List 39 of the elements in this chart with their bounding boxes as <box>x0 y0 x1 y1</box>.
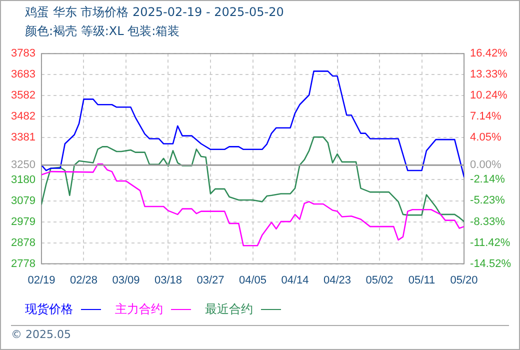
chart-subtitle: 颜色:褐壳 等级:XL 包装:箱装 <box>25 23 180 40</box>
y2-tick-label: 0.00% <box>470 159 502 172</box>
text: © 2025.05 <box>11 325 509 341</box>
y2-tick-label: -8.33% <box>470 216 506 228</box>
x-tick-label: 04/14 <box>281 274 309 286</box>
y2-tick-label: 10.24% <box>470 90 508 102</box>
chart-title: 鸡蛋 华东 市场价格 2025-02-19 - 2025-05-20 <box>25 4 284 21</box>
x-tick-label: 05/20 <box>450 274 478 286</box>
x-tick-label: 04/23 <box>323 274 352 286</box>
legend-label: 现货价格 <box>25 301 73 318</box>
legend-label: 最近合约 <box>205 301 253 318</box>
x-tick-label: 05/11 <box>408 274 436 286</box>
y-tick-label: 3079 <box>10 194 36 207</box>
y-tick-label: 3381 <box>10 132 36 144</box>
y-tick-label: 3582 <box>10 90 36 102</box>
y-tick-label: 3250 <box>10 159 36 172</box>
y2-tick-label: -5.23% <box>470 194 506 207</box>
y2-tick-label: 4.05% <box>470 132 502 144</box>
y2-tick-label: 16.42% <box>470 48 508 60</box>
y-tick-label: 3482 <box>10 110 36 123</box>
y-tick-label: 3180 <box>10 174 36 186</box>
x-tick-label: 03/27 <box>196 274 224 286</box>
x-tick-label: 05/02 <box>366 274 394 286</box>
y2-tick-label: -14.52% <box>470 258 512 270</box>
y-tick-label: 2979 <box>10 216 36 228</box>
x-tick-label: 02/28 <box>70 274 98 286</box>
x-tick-label: 02/19 <box>28 274 56 286</box>
y2-tick-label: 13.33% <box>470 68 508 81</box>
y-tick-label: 2878 <box>10 236 36 249</box>
y-tick-label: 2778 <box>10 258 36 270</box>
x-tick-label: 03/09 <box>112 274 140 286</box>
y-tick-label: 3683 <box>10 68 36 81</box>
y2-tick-label: -2.14% <box>470 174 506 186</box>
legend-label: 主力合约 <box>115 301 163 318</box>
y-tick-label: 3783 <box>10 48 36 60</box>
y2-tick-label: 7.14% <box>470 110 502 123</box>
y2-tick-label: -11.42% <box>470 236 510 249</box>
x-tick-label: 03/18 <box>154 274 182 286</box>
x-tick-label: 04/05 <box>238 274 267 286</box>
